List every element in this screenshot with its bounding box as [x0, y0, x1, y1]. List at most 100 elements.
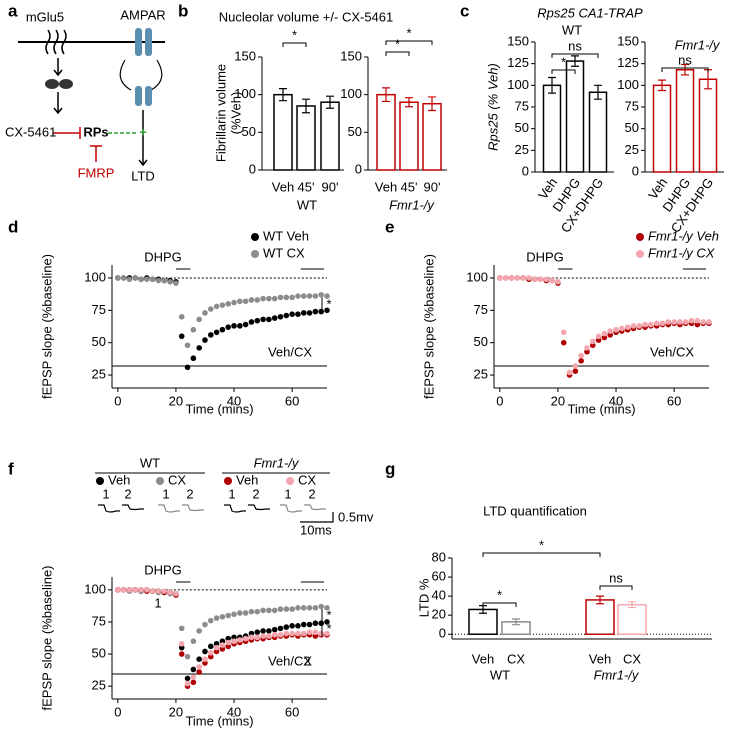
point: [190, 326, 197, 333]
point: [120, 275, 127, 281]
x-tick-label: 90': [424, 179, 441, 194]
point: [277, 606, 284, 612]
point: [497, 275, 503, 281]
point: [254, 629, 261, 636]
y-tick-label: 75: [92, 302, 106, 317]
point: [306, 293, 313, 299]
point: [138, 276, 144, 283]
bar: [296, 105, 316, 171]
point: [207, 653, 214, 660]
point: [271, 315, 278, 321]
point: [120, 587, 127, 593]
point: [589, 338, 596, 345]
point: [566, 369, 573, 376]
point: [688, 317, 695, 324]
arrow: [138, 110, 148, 167]
point: [219, 646, 226, 652]
trace: [248, 504, 270, 511]
x-tick-label: Veh: [375, 179, 397, 194]
trace: [304, 504, 326, 511]
bar: [399, 101, 419, 171]
point: [318, 291, 324, 298]
x-tick-label: 60: [667, 393, 681, 408]
point: [190, 674, 197, 680]
receptor-ampar: [135, 86, 142, 106]
sig-label: *: [497, 587, 502, 602]
point: [630, 323, 637, 329]
x-tick-label: 40: [227, 393, 241, 408]
y-tick-label: 75: [92, 613, 106, 628]
x-label: Time (mins): [567, 401, 635, 416]
y-tick-label: 20: [432, 607, 446, 622]
legend-label: Fmr1-/y Veh: [648, 228, 719, 243]
y-tick-label: 100: [466, 269, 488, 284]
error-bar: [512, 618, 520, 626]
point: [312, 620, 319, 627]
group-label: WT: [140, 455, 160, 470]
point: [202, 621, 208, 628]
sig-bracket: [551, 69, 576, 74]
point: [648, 321, 654, 328]
point: [254, 634, 261, 641]
point: [213, 648, 220, 655]
y-tick-label: 100: [617, 77, 639, 92]
point: [624, 324, 631, 330]
y-tick-label: 25: [92, 366, 106, 381]
point: [300, 621, 307, 628]
bar: [273, 93, 293, 171]
x-tick-label: 20: [551, 393, 565, 408]
sig-label: *: [326, 608, 331, 623]
point: [190, 679, 197, 686]
point: [537, 276, 544, 283]
point: [207, 649, 214, 656]
chart-title: LTD quantification: [483, 503, 587, 518]
point: [190, 638, 197, 645]
point: [138, 587, 144, 593]
x-tick-label: 45': [298, 179, 315, 194]
point: [202, 656, 208, 662]
x-tick-label: CX: [623, 651, 641, 666]
legend-marker: [96, 477, 104, 485]
point: [225, 635, 232, 642]
point: [242, 321, 249, 328]
y-label: fEPSP slope (%baseline): [39, 565, 54, 710]
x-tick-label: 20: [169, 393, 183, 408]
point: [260, 628, 266, 634]
point: [219, 302, 226, 308]
point: [277, 294, 284, 301]
point: [144, 587, 150, 593]
point: [659, 320, 666, 327]
y-tick-label: 40: [432, 588, 446, 603]
sig-label: ns: [678, 52, 692, 67]
point: [295, 605, 301, 611]
trace-number: 2: [308, 486, 315, 501]
sig-label: *: [326, 297, 331, 312]
point: [694, 317, 701, 324]
point: [312, 308, 319, 315]
sig-label: *: [395, 36, 400, 51]
error-bar: [681, 63, 689, 76]
y-tick-label: 60: [432, 568, 446, 583]
point: [213, 644, 220, 651]
treatment-label: Veh/CX: [650, 344, 694, 359]
sig-label: *: [326, 621, 331, 636]
point: [254, 608, 261, 615]
point: [324, 619, 330, 625]
point: [300, 630, 307, 637]
x-tick-label: 60: [285, 393, 299, 408]
error-bar: [658, 79, 666, 92]
subtitle: Fmr1-/y: [675, 37, 721, 52]
sig-bracket: [482, 552, 601, 557]
trace: [280, 504, 302, 513]
point: [184, 653, 191, 660]
point: [306, 621, 313, 628]
sig-bracket: [551, 53, 599, 58]
y-tick-label: 0: [632, 163, 639, 178]
point: [312, 605, 319, 611]
legend-label: WT CX: [263, 245, 305, 260]
point: [665, 319, 672, 325]
bar: [542, 84, 562, 173]
y-tick-label: 25: [474, 366, 488, 381]
sig-label: *: [406, 25, 411, 40]
x-tick-label: 0: [114, 704, 121, 719]
